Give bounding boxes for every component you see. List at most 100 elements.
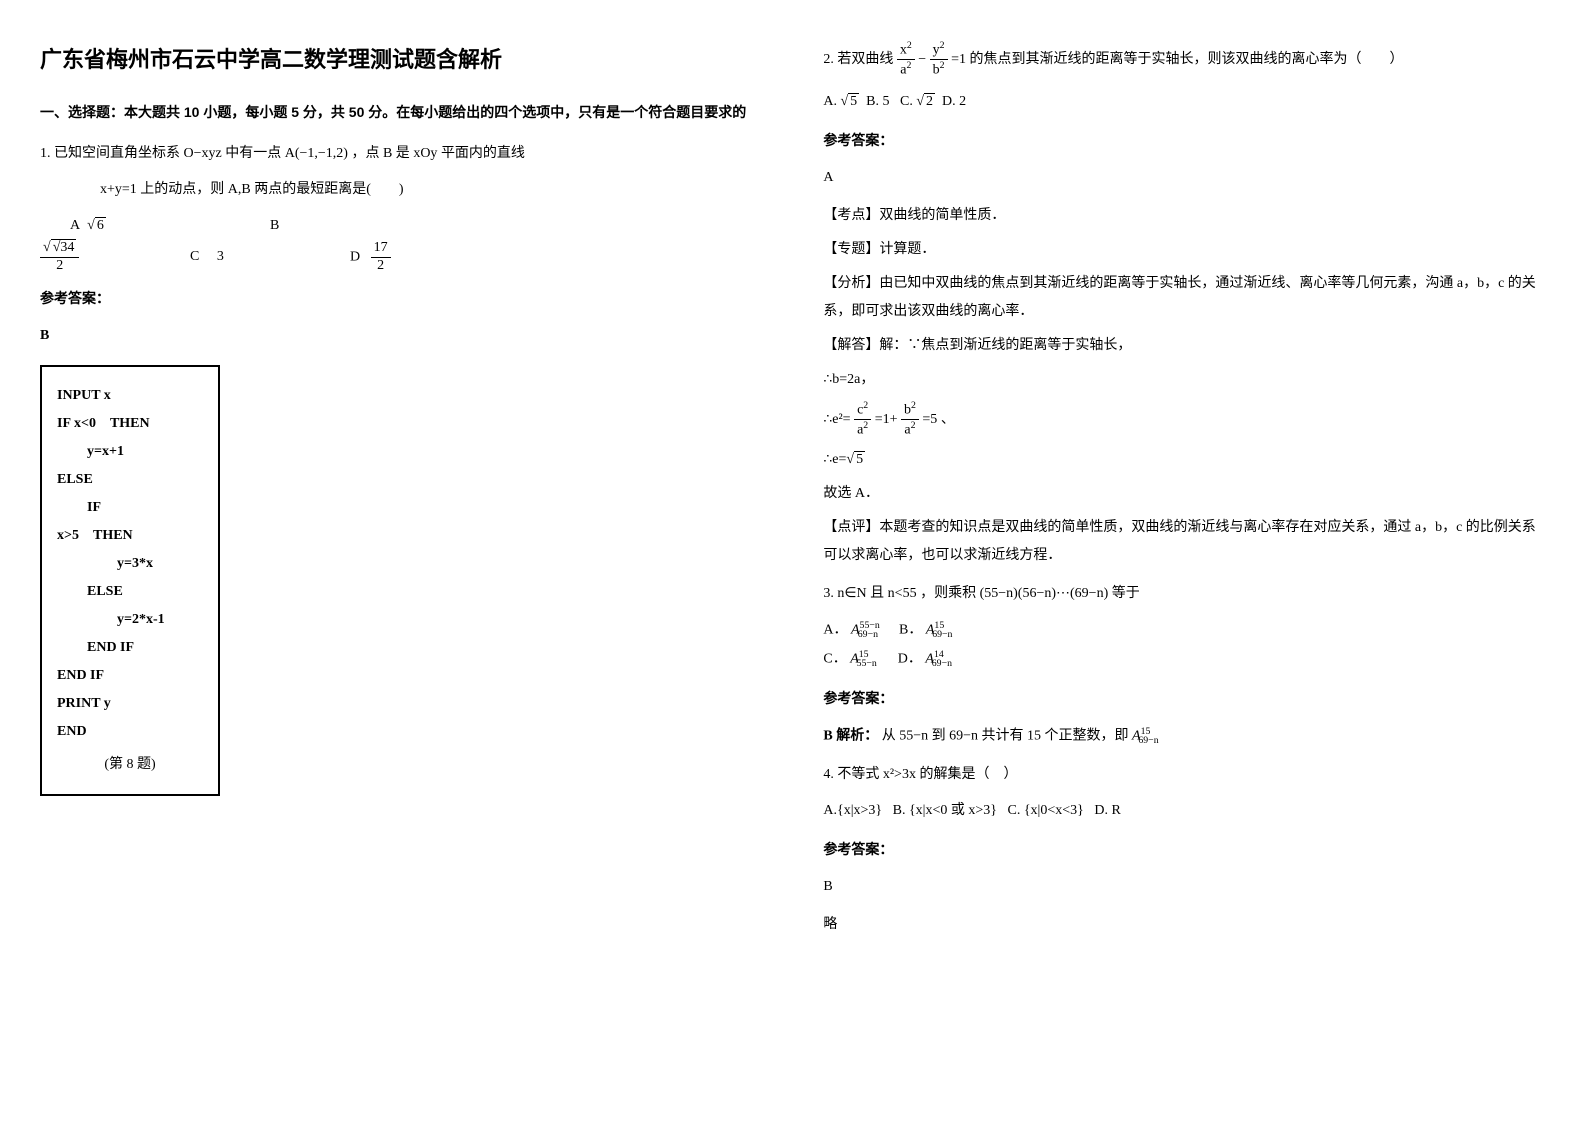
q1-options-row2: √34 2 C 3 D 17 2 bbox=[40, 240, 763, 275]
q1-d-label: D bbox=[350, 249, 360, 264]
q2-kaodian: 【考点】双曲线的简单性质． bbox=[823, 202, 1546, 230]
q1-b-num: √34 bbox=[51, 239, 77, 255]
q4-note: 略 bbox=[823, 911, 1546, 939]
sqrt-icon: 6 bbox=[87, 212, 106, 240]
q2-step2-suffix: 、 bbox=[941, 412, 955, 427]
q3-suffix: 等于 bbox=[1112, 586, 1140, 601]
q2-options: A. 5 B. 5 C. 2 D. 2 bbox=[823, 88, 1546, 116]
q3-text: 3. n∈N 且 n<55 ，则乘积 (55−n)(56−n)⋯(69−n) 等… bbox=[823, 580, 1546, 608]
q2-suffix: 的焦点到其渐近线的距离等于实轴长，则该双曲线的离心率为（ ） bbox=[969, 52, 1403, 67]
q4-a: A.{x|x>3} bbox=[823, 803, 882, 818]
fraction-icon: x2 a2 bbox=[897, 40, 915, 80]
q2-step3-prefix: ∴e= bbox=[823, 452, 846, 467]
q2-answer: A bbox=[823, 164, 1546, 192]
code-line: ELSE bbox=[57, 578, 203, 606]
q2-step1: ∴b=2a， bbox=[823, 366, 1546, 394]
question-2: 2. 若双曲线 x2 a2 − y2 b2 =1 的焦点到其渐近线的距离等于实轴… bbox=[823, 40, 1546, 570]
q3-ans-n1: 55−n bbox=[899, 729, 928, 744]
q3-answer: B 解析： 从 55−n 到 69−n 共计有 15 个正整数，即 A1569−… bbox=[823, 722, 1546, 751]
fraction-icon: √34 2 bbox=[40, 240, 79, 275]
q1-c-val: 3 bbox=[217, 249, 224, 264]
document-title: 广东省梅州市石云中学高二数学理测试题含解析 bbox=[40, 40, 763, 80]
q2-fenxi: 【分析】由已知中双曲线的焦点到其渐近线的距离等于实轴长，通过渐近线、离心率等几何… bbox=[823, 270, 1546, 326]
q3-cond2: n<55 bbox=[888, 586, 917, 601]
q3-ans-t4: 个正整数，即 bbox=[1045, 729, 1129, 744]
code-line: END IF bbox=[57, 634, 203, 662]
q3-mid2: ，则乘积 bbox=[920, 586, 976, 601]
q2-conclusion: 故选 A． bbox=[823, 480, 1546, 508]
q1-line-eq: x+y=1 bbox=[100, 182, 137, 197]
q3-ans-n2: 69−n bbox=[949, 729, 978, 744]
q3-b-label: B． bbox=[899, 622, 922, 637]
code-line: x>5 THEN bbox=[57, 522, 203, 550]
code-line: PRINT y bbox=[57, 690, 203, 718]
q2-text: 2. 若双曲线 x2 a2 − y2 b2 =1 的焦点到其渐近线的距离等于实轴… bbox=[823, 40, 1546, 80]
code-line: ELSE bbox=[57, 466, 203, 494]
q1-point-a: A(−1,−1,2) bbox=[285, 146, 348, 161]
q1-suffix: 上的动点，则 bbox=[140, 182, 224, 197]
q3-mid1: 且 bbox=[870, 586, 884, 601]
q1-option-c: C 3 bbox=[190, 243, 350, 271]
q3-d-label: D． bbox=[898, 652, 922, 667]
q3-cond1: n∈N bbox=[837, 586, 866, 601]
code-line: y=2*x-1 bbox=[57, 606, 203, 634]
left-column: 广东省梅州市石云中学高二数学理测试题含解析 一、选择题：本大题共 10 小题，每… bbox=[40, 40, 763, 949]
q1-opt-b-label: B bbox=[270, 212, 279, 240]
sqrt-icon: 5 bbox=[840, 88, 859, 116]
q2-dianping: 【点评】本题考查的知识点是双曲线的简单性质，双曲线的渐近线与离心率存在对应关系，… bbox=[823, 514, 1546, 570]
q1-prefix: 1. 已知空间直角坐标系 bbox=[40, 146, 180, 161]
fraction-icon: 17 2 bbox=[371, 240, 391, 275]
question-3: 3. n∈N 且 n<55 ，则乘积 (55−n)(56−n)⋯(69−n) 等… bbox=[823, 580, 1546, 751]
sqrt-icon: 5 bbox=[846, 446, 865, 474]
q2-d-label: D. 2 bbox=[942, 94, 966, 109]
q1-opt-a-label: A bbox=[70, 218, 80, 233]
q1-option-a: A 6 bbox=[70, 212, 270, 240]
q3-answer-label: 参考答案： bbox=[823, 684, 1546, 712]
q3-c-label: C． bbox=[823, 652, 846, 667]
right-column: 2. 若双曲线 x2 a2 − y2 b2 =1 的焦点到其渐近线的距离等于实轴… bbox=[823, 40, 1546, 949]
q2-step2: ∴e²= c2 a2 =1+ b2 a2 =5 、 bbox=[823, 400, 1546, 440]
q1-line2: x+y=1 上的动点，则 A,B 两点的最短距离是( ) bbox=[40, 176, 763, 204]
q1-points: A,B bbox=[228, 182, 251, 197]
code-line: END IF bbox=[57, 662, 203, 690]
code-line: IF bbox=[57, 494, 203, 522]
q1-d-den: 2 bbox=[371, 258, 391, 275]
q1-option-d: D 17 2 bbox=[350, 240, 391, 275]
code-line: IF x<0 THEN bbox=[57, 410, 203, 438]
q4-d: D. R bbox=[1094, 803, 1120, 818]
q3-ans-t1: 从 bbox=[882, 729, 896, 744]
code-line: y=x+1 bbox=[57, 438, 203, 466]
q1-coord: O−xyz bbox=[184, 146, 222, 161]
q1-options-row1: A 6 B bbox=[40, 212, 763, 240]
q2-step2-prefix: ∴e²= bbox=[823, 412, 850, 427]
code-line: y=3*x bbox=[57, 550, 203, 578]
q3-prefix: 3. bbox=[823, 586, 834, 601]
q2-answer-label: 参考答案： bbox=[823, 126, 1546, 154]
q3-ans-count: 15 bbox=[1027, 729, 1041, 744]
q1-d-num: 17 bbox=[371, 240, 391, 258]
q1-option-b-val: √34 2 bbox=[40, 240, 190, 275]
q3-answer-prefix: B 解析： bbox=[823, 729, 878, 744]
q2-a-label: A. bbox=[823, 94, 837, 109]
q3-a-label: A． bbox=[823, 622, 847, 637]
q3-ans-t3: 共计有 bbox=[982, 729, 1024, 744]
q2-b-label: B. 5 bbox=[866, 94, 889, 109]
fraction-icon: y2 b2 bbox=[930, 40, 948, 80]
code-line: INPUT x bbox=[57, 382, 203, 410]
q1-mid1: 中有一点 bbox=[225, 146, 281, 161]
q1-text: 1. 已知空间直角坐标系 O−xyz 中有一点 A(−1,−1,2) ，点 B … bbox=[40, 140, 763, 168]
code-line: END bbox=[57, 718, 203, 746]
q1-end: 两点的最短距离是( ) bbox=[254, 182, 403, 197]
fraction-icon: b2 a2 bbox=[901, 400, 919, 440]
q2-prefix: 2. 若双曲线 bbox=[823, 52, 893, 67]
code-block: INPUT x IF x<0 THEN y=x+1 ELSE IF x>5 TH… bbox=[40, 365, 220, 796]
question-1: 1. 已知空间直角坐标系 O−xyz 中有一点 A(−1,−1,2) ，点 B … bbox=[40, 140, 763, 351]
code-caption: (第 8 题) bbox=[57, 751, 203, 779]
q4-c: C. {x|0<x<3} bbox=[1007, 803, 1083, 818]
q4-options: A.{x|x>3} B. {x|x<0 或 x>3} C. {x|0<x<3} … bbox=[823, 797, 1546, 825]
q2-jieda: 【解答】解：∵焦点到渐近线的距离等于实轴长， bbox=[823, 332, 1546, 360]
q4-b: B. {x|x<0 或 x>3} bbox=[893, 803, 997, 818]
q3-product: (55−n)(56−n)⋯(69−n) bbox=[980, 586, 1109, 601]
q2-step3: ∴e=5 bbox=[823, 446, 1546, 474]
q3-options-row2: C． A1555−n D． A1469−n bbox=[823, 645, 1546, 674]
